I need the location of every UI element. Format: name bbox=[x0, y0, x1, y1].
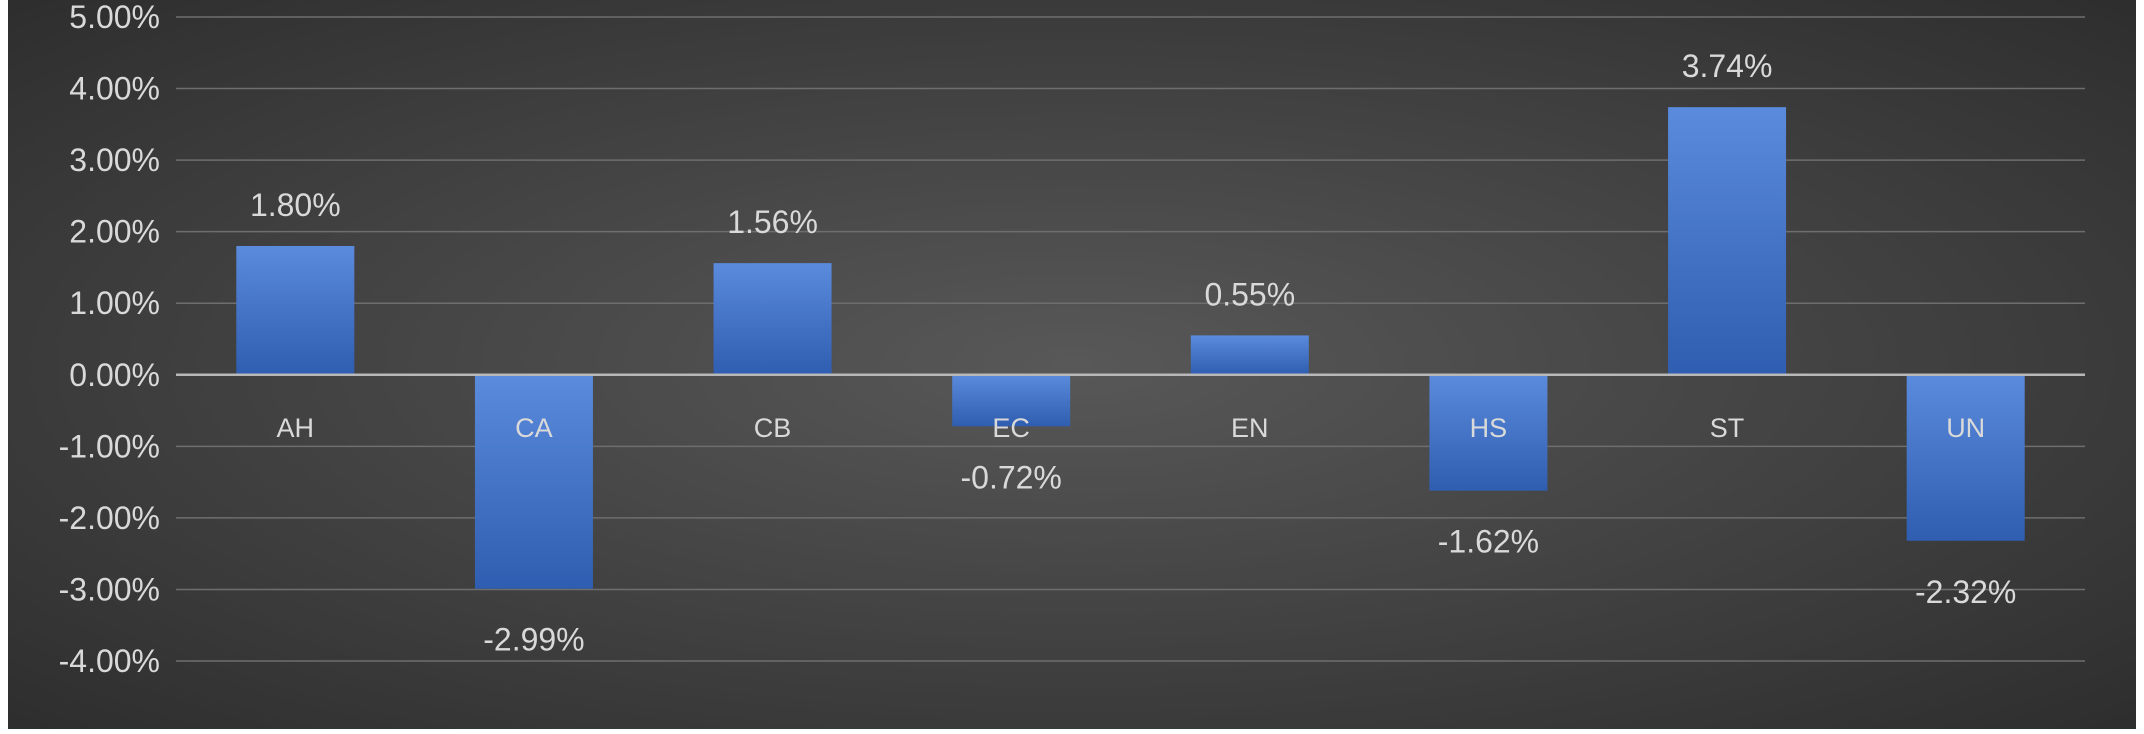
y-tick-label: -4.00% bbox=[59, 643, 160, 679]
x-tick-label: AH bbox=[277, 413, 315, 443]
data-label: -1.62% bbox=[1438, 524, 1539, 560]
data-label: 1.56% bbox=[727, 204, 818, 240]
y-axis-tick-labels: 5.00% 4.00% 3.00% 2.00% 1.00% 0.00% -1.00% -2.0… bbox=[59, 0, 160, 679]
x-tick-label: ST bbox=[1710, 413, 1745, 443]
y-tick-label: -1.00% bbox=[59, 428, 160, 464]
x-tick-label: CB bbox=[754, 413, 792, 443]
data-label: 1.80% bbox=[250, 187, 341, 223]
y-tick-label: 5.00% bbox=[69, 0, 160, 35]
y-tick-label: 3.00% bbox=[69, 142, 160, 178]
y-tick-label: 2.00% bbox=[69, 214, 160, 250]
bar bbox=[474, 374, 593, 589]
data-label: 0.55% bbox=[1204, 276, 1295, 312]
y-tick-label: 1.00% bbox=[69, 285, 160, 321]
bar bbox=[1668, 107, 1787, 375]
bar bbox=[952, 374, 1071, 427]
y-tick-label: -3.00% bbox=[59, 571, 160, 607]
x-tick-label: EC bbox=[992, 413, 1030, 443]
data-label: -2.32% bbox=[1915, 574, 2016, 610]
y-tick-label: -2.00% bbox=[59, 500, 160, 536]
data-label: -2.99% bbox=[483, 622, 584, 658]
data-label: -0.72% bbox=[960, 459, 1061, 495]
x-tick-label: HS bbox=[1470, 413, 1508, 443]
bar bbox=[1190, 335, 1309, 375]
x-tick-label: EN bbox=[1231, 413, 1269, 443]
bar bbox=[1906, 374, 2025, 541]
x-axis-tick-labels: AH CA CB EC EN HS ST UN bbox=[277, 413, 1986, 443]
y-tick-label: 4.00% bbox=[69, 71, 160, 107]
bar bbox=[1429, 374, 1548, 491]
data-label: 3.74% bbox=[1682, 48, 1773, 84]
bars bbox=[236, 107, 2025, 589]
bar bbox=[713, 263, 832, 375]
data-labels: 1.80% -2.99% 1.56% -0.72% 0.55% -1.62% 3.74% -2… bbox=[250, 48, 2016, 658]
bar bbox=[236, 245, 355, 375]
x-tick-label: CA bbox=[515, 413, 553, 443]
gridlines bbox=[176, 16, 2085, 662]
x-tick-label: UN bbox=[1946, 413, 1985, 443]
y-tick-label: 0.00% bbox=[69, 357, 160, 393]
